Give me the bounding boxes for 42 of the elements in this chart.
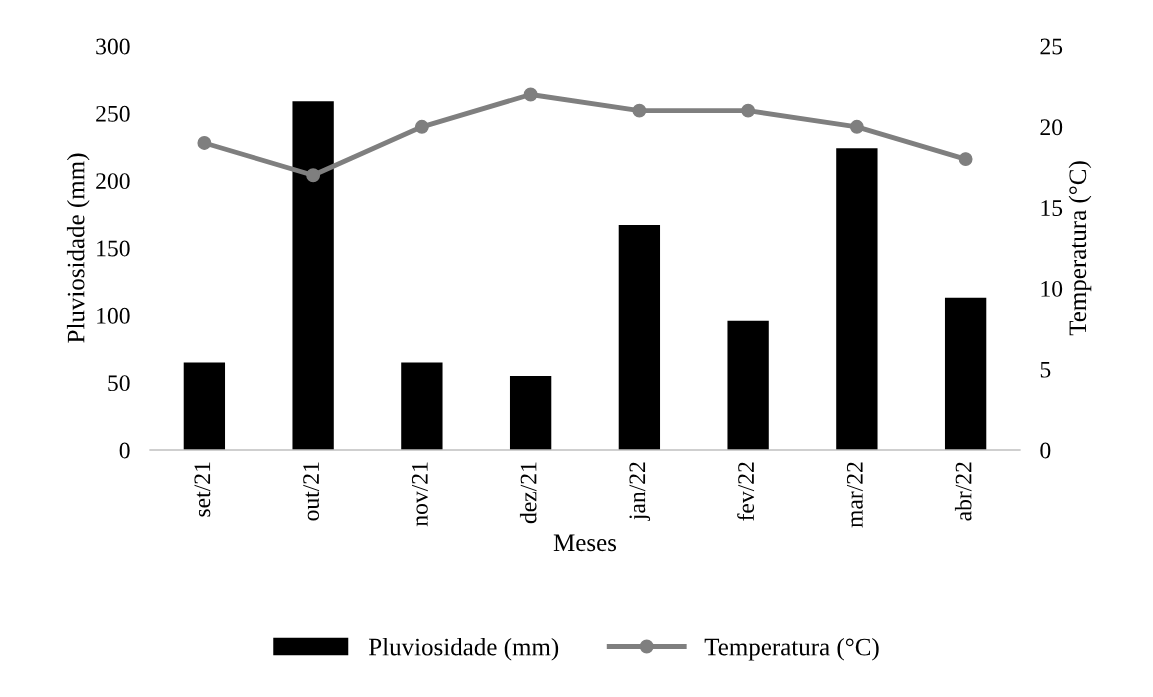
- bar: [836, 148, 878, 450]
- y2-tick-label: 5: [1040, 361, 1051, 378]
- bar: [509, 375, 552, 450]
- x-tick-label: jan/22: [629, 462, 651, 521]
- point: [849, 119, 864, 134]
- y-tick-label: 250: [96, 105, 130, 122]
- y-tick-label: 300: [96, 38, 130, 55]
- bar: [401, 362, 443, 450]
- x-axis-title: Meses: [553, 534, 617, 552]
- x-tick-label: set/21: [194, 462, 211, 517]
- point: [632, 103, 647, 118]
- bar: [944, 297, 987, 450]
- y-tick-label: 150: [97, 240, 130, 257]
- y-tick-label: 50: [108, 375, 130, 392]
- x-tick-label: out/21: [303, 462, 320, 521]
- point: [958, 152, 973, 167]
- legend-label: Pluviosidade (mm): [368, 637, 559, 661]
- y2-tick-label: 10: [1041, 280, 1063, 297]
- y2-tick-label: 25: [1040, 38, 1063, 55]
- legend-label: Temperatura (°C): [704, 637, 879, 661]
- bar: [618, 225, 661, 450]
- point: [741, 103, 756, 118]
- bar: [727, 320, 769, 450]
- x-tick-label: dez/21: [519, 462, 537, 524]
- y2-tick-label: 20: [1040, 119, 1063, 136]
- y-tick-label: 100: [97, 307, 130, 324]
- y2-axis-title: Temperatura (°C): [1068, 161, 1092, 336]
- y2-tick-label: 15: [1041, 200, 1063, 217]
- point: [197, 136, 212, 150]
- x-tick-label: fev/22: [737, 462, 755, 521]
- point: [523, 87, 538, 102]
- point: [306, 168, 321, 183]
- point: [414, 119, 429, 134]
- x-tick-label: nov/21: [411, 462, 428, 527]
- y-tick-label: 200: [96, 173, 130, 190]
- y2-tick-label: 0: [1040, 442, 1051, 459]
- x-tick-label: mar/22: [846, 462, 863, 528]
- x-tick-label: abr/22: [954, 462, 972, 521]
- bar: [292, 101, 334, 450]
- y-axis-title: Pluviosidade (mm): [66, 153, 90, 343]
- y-tick-label: 0: [119, 442, 130, 459]
- bar: [183, 362, 226, 450]
